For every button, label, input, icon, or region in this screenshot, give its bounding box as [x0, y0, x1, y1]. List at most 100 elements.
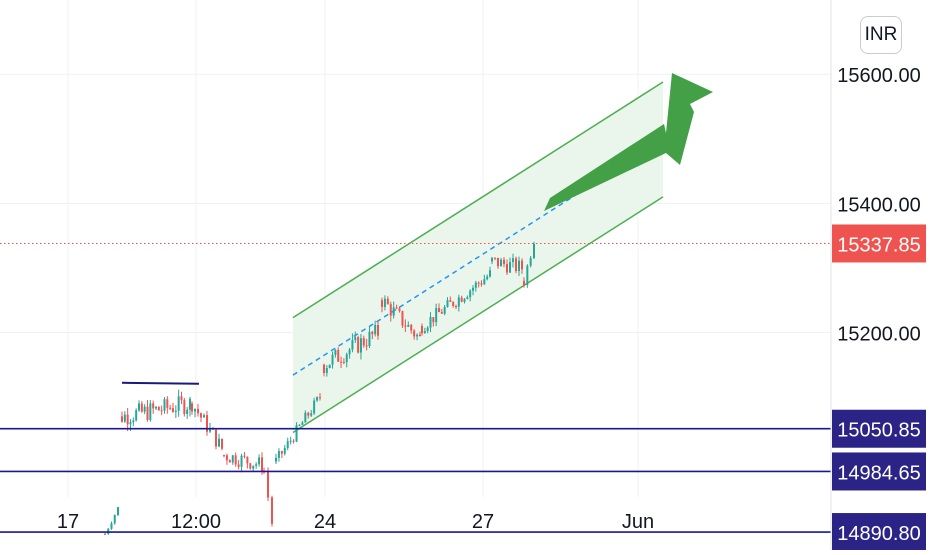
candle-body — [435, 308, 438, 323]
candle-body — [231, 455, 234, 463]
candle-body — [466, 297, 469, 299]
candle-body — [280, 451, 283, 454]
candle-body — [377, 324, 379, 336]
candle-body — [432, 317, 435, 323]
horizontal-levels[interactable] — [0, 242, 831, 533]
candle-body — [348, 349, 351, 355]
candle-body — [194, 408, 196, 412]
candle-body — [304, 412, 307, 423]
candle-body — [340, 361, 343, 363]
price-level-badge — [832, 452, 926, 491]
candle-body — [509, 262, 511, 273]
channel-midline — [292, 194, 576, 376]
resistance-line — [121, 381, 200, 385]
y-tick-label: 15400.00 — [837, 194, 920, 216]
candle-body — [307, 412, 310, 416]
price-level-badge — [832, 409, 926, 448]
candle-body — [497, 257, 499, 267]
candle-body — [258, 457, 261, 465]
currency-button[interactable]: INR — [860, 16, 902, 54]
candle-body — [129, 422, 132, 425]
candle-body — [228, 460, 231, 463]
candle-body — [172, 408, 174, 412]
candle-body — [200, 413, 202, 418]
price-level-badge — [832, 513, 926, 552]
candle-body — [354, 337, 357, 341]
last-price-label: 15337.85 — [837, 234, 920, 256]
candle-body — [240, 455, 243, 467]
candle-body — [345, 354, 348, 363]
candle-body — [443, 306, 446, 314]
candle-body — [483, 279, 486, 285]
candle-body — [218, 438, 220, 447]
candle-body — [113, 514, 116, 524]
candle-body — [289, 440, 292, 442]
candle-body — [243, 455, 246, 457]
candle-body — [197, 408, 199, 414]
candle-body — [177, 396, 180, 411]
candle-body — [469, 290, 472, 298]
price-level-label: 14890.80 — [837, 523, 920, 545]
candle-body — [392, 307, 395, 316]
candle-body — [529, 258, 532, 266]
candle-body — [135, 410, 138, 421]
y-tick-label: 15600.00 — [837, 65, 920, 87]
candle-body — [152, 403, 155, 409]
candle-body — [183, 400, 186, 415]
candle-body — [301, 422, 304, 425]
candle-body — [515, 258, 517, 272]
candle-body — [234, 455, 237, 465]
candle-body — [477, 282, 480, 284]
candle-body — [255, 464, 258, 466]
trend-arrow — [544, 73, 713, 211]
channel-lower-line — [292, 196, 664, 434]
candle-body — [225, 455, 228, 461]
candle-body — [494, 257, 496, 259]
channel-upper-line — [292, 81, 664, 319]
candle-body — [138, 403, 140, 411]
candle-body — [410, 324, 413, 331]
candle-body — [191, 403, 193, 412]
candle-body — [180, 396, 183, 401]
candle-body — [237, 464, 240, 467]
candle-body — [429, 317, 432, 328]
last-price-badge — [832, 224, 926, 263]
candle-body — [421, 325, 423, 334]
candle-body — [438, 308, 440, 313]
axes[interactable]: 15050.85 14984.65 14890.80 15600.00 15400.00… — [57, 65, 926, 552]
candle-body — [457, 297, 460, 307]
candle-body — [503, 259, 505, 265]
candle-body — [357, 337, 360, 353]
candle-body — [319, 397, 321, 399]
candle-body — [328, 364, 331, 368]
price-level-label: 14984.65 — [837, 462, 920, 484]
candle-body — [480, 283, 483, 285]
annotations — [121, 73, 713, 434]
candle-body — [323, 364, 325, 373]
candle-body — [506, 264, 508, 273]
candle-body — [292, 440, 295, 442]
candle-body — [518, 260, 520, 272]
candle-body — [359, 338, 362, 353]
candle-body — [283, 447, 286, 454]
candle-body — [325, 367, 328, 373]
candle-body — [209, 427, 211, 432]
candle-body — [386, 298, 389, 305]
candle-body — [381, 300, 383, 307]
candle-body — [261, 457, 263, 471]
candle-body — [398, 308, 401, 312]
candle-body — [163, 399, 166, 411]
x-tick-label: Jun — [622, 511, 654, 533]
candle-body — [174, 410, 177, 412]
candle-body — [160, 410, 163, 412]
candle-body — [460, 297, 463, 302]
candle-body — [533, 244, 535, 259]
candle-body — [351, 340, 354, 350]
candle-body — [491, 257, 493, 262]
candle-body — [472, 287, 474, 291]
candle-body — [419, 334, 421, 336]
y-tick-label: 15200.00 — [837, 323, 920, 345]
x-tick-label: 12:00 — [171, 511, 221, 533]
